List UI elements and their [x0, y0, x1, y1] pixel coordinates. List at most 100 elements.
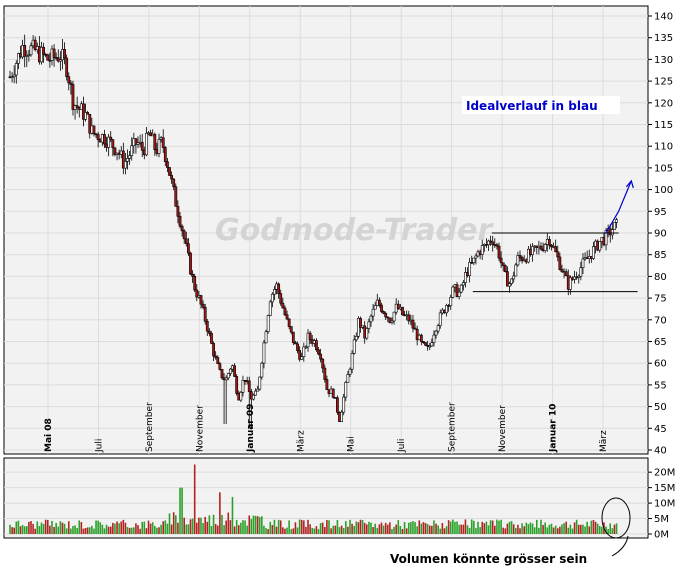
candle-body [207, 330, 211, 334]
volume-y-axis: 0M 5M 10M 15M 20M [648, 468, 675, 541]
volume-y-tick-label: 0M [654, 530, 669, 541]
candle-body [42, 46, 45, 55]
volume-note: Volumen könnte grösser sein [390, 552, 587, 566]
candle-body [543, 244, 547, 251]
candle-body [568, 277, 572, 290]
y-tick-label: 105 [654, 163, 673, 174]
y-tick-label: 75 [654, 294, 667, 305]
candle-body [430, 342, 434, 347]
candle-body [294, 342, 297, 345]
candle-body [432, 334, 436, 343]
candle-body [396, 303, 400, 310]
candle-body [203, 306, 207, 322]
candle-body [377, 299, 381, 306]
candle-body [270, 293, 274, 303]
month-label: Mai 08 [44, 418, 54, 452]
candle-body [27, 54, 31, 57]
candle-body [499, 257, 503, 264]
candle-body [497, 245, 501, 259]
candle-body [302, 346, 306, 357]
candle-body [554, 246, 558, 253]
candle-body [88, 113, 92, 134]
candle-body [260, 362, 264, 378]
candle-body [287, 318, 291, 327]
resistance-support-lines [472, 232, 638, 293]
month-axis: Mai 08 Juli September November Januar 09 März… [44, 402, 609, 453]
volume-highlight-ellipse [601, 497, 631, 539]
month-gridlines [47, 6, 604, 454]
candle-body [109, 136, 113, 140]
candle-body [547, 239, 551, 246]
candle-body [386, 316, 390, 319]
candle-body [365, 328, 369, 339]
month-label: März [599, 430, 609, 452]
candle-body [415, 328, 419, 341]
candle-body [168, 167, 171, 176]
y-tick-label: 45 [654, 424, 667, 435]
candle-body [615, 219, 618, 223]
candle-body [319, 353, 323, 360]
candle-body [558, 256, 562, 270]
candle-body [413, 327, 417, 330]
candle-body [289, 326, 293, 333]
candle-body [438, 312, 442, 326]
candle-body [189, 252, 192, 275]
y-tick-label: 130 [654, 55, 673, 66]
candle-body [407, 314, 411, 322]
candle-body [69, 82, 73, 85]
candle-body [266, 315, 270, 332]
candle-body [191, 273, 194, 277]
month-label: März [296, 430, 306, 452]
y-tick-label: 100 [654, 185, 673, 196]
candle-body [94, 133, 98, 136]
candle-body [512, 275, 516, 280]
candle-body [449, 297, 453, 306]
candle-body [224, 377, 228, 381]
candle-body [367, 321, 371, 329]
volume-y-tick-label: 20M [654, 468, 675, 479]
candle-body [16, 53, 20, 64]
candle-body [296, 343, 299, 351]
candle-body [121, 150, 125, 169]
candle-body [495, 244, 499, 247]
candle-body [96, 134, 100, 141]
candle-body [419, 334, 423, 342]
candle-body [491, 241, 495, 245]
candle-body [380, 304, 383, 312]
candle-body [176, 206, 180, 217]
candle-body [317, 349, 320, 355]
candle-body [56, 57, 60, 62]
candle-body [92, 125, 96, 135]
ideal-label: Idealverlauf in blau [466, 99, 598, 113]
y-tick-label: 115 [654, 120, 673, 131]
projection-arrowhead [625, 179, 634, 189]
candle-body [58, 59, 62, 62]
candle-body [434, 330, 438, 336]
month-label: Juli [397, 439, 407, 453]
candle-body [472, 257, 476, 263]
candle-body [613, 222, 616, 230]
candle-body [233, 365, 236, 377]
month-label: Mai [347, 436, 357, 452]
candlestick-series [8, 34, 618, 429]
month-label: November [195, 405, 205, 452]
y-tick-label: 135 [654, 33, 673, 44]
candle-body [107, 136, 111, 148]
candle-body [228, 368, 232, 374]
candle-body [539, 245, 543, 250]
candle-body [489, 240, 493, 243]
candle-body [321, 358, 325, 369]
month-label: September [448, 402, 458, 452]
candle-body [23, 45, 27, 57]
candle-body [201, 303, 205, 308]
candle-body [503, 265, 507, 272]
candle-body [564, 271, 568, 277]
candle-body [348, 368, 352, 375]
candle-body [218, 363, 222, 370]
volume-y-tick-label: 15M [654, 483, 675, 494]
candle-body [300, 356, 304, 360]
y-tick-label: 60 [654, 359, 667, 370]
candle-body [86, 112, 90, 115]
candle-body [308, 332, 312, 340]
